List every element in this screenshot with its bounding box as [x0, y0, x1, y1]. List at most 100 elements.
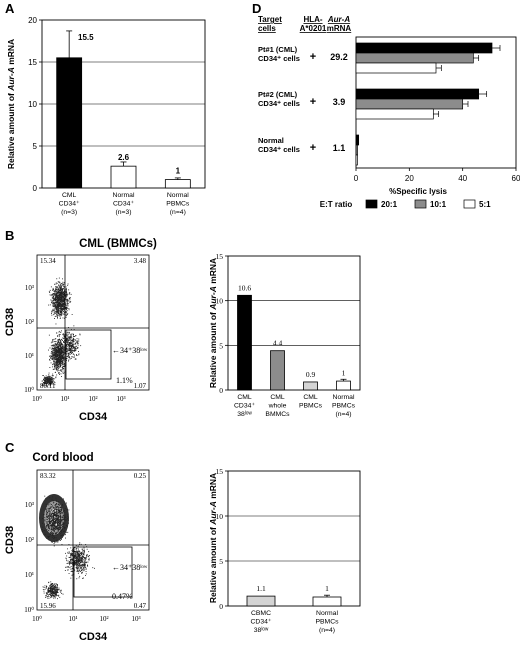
- flow-event-dot: [61, 507, 63, 509]
- flow-event-dot: [51, 516, 53, 518]
- flow-event-dot: [72, 347, 74, 349]
- flow-event-dot: [69, 562, 71, 564]
- flow-event-dot: [78, 340, 80, 342]
- flow-event-dot: [70, 337, 71, 339]
- flow-event-dot: [74, 562, 76, 564]
- flow-event-dot: [58, 333, 60, 335]
- flow-event-dot: [49, 503, 51, 505]
- flow-event-dot: [58, 312, 60, 313]
- flow-event-dot: [54, 361, 56, 363]
- flow-event-dot: [63, 288, 65, 289]
- flow-event-dot: [54, 353, 56, 355]
- flow-event-dot: [78, 568, 80, 570]
- flow-event-dot: [48, 597, 50, 599]
- flow-event-dot: [52, 358, 53, 360]
- legend-title: E:T ratio: [320, 200, 353, 209]
- flow-event-dot: [70, 568, 72, 570]
- flow-event-dot: [58, 346, 60, 348]
- flow-event-dot: [51, 531, 52, 533]
- flow-event-dot: [67, 300, 68, 302]
- flow-event-dot: [55, 515, 56, 517]
- flow-event-dot: [54, 589, 56, 590]
- flow-event-dot: [56, 302, 58, 304]
- flow-event-dot: [61, 301, 63, 303]
- flow-event-dot: [50, 591, 52, 593]
- flow-event-dot: [46, 538, 48, 539]
- flow-event-dot: [46, 385, 48, 387]
- flow-event-dot: [62, 304, 64, 306]
- flow-event-dot: [54, 349, 56, 351]
- flow-event-dot: [51, 314, 53, 316]
- flow-event-dot: [47, 377, 49, 378]
- flow-event-dot: [83, 569, 85, 571]
- panel-letter-b: B: [5, 228, 14, 243]
- bar: [164, 179, 191, 189]
- flow-event-dot: [61, 345, 63, 347]
- flow-event-dot: [53, 591, 55, 593]
- flow-event-dot: [53, 360, 55, 362]
- flow-event-dot: [60, 346, 61, 348]
- flow-event-dot: [67, 299, 68, 301]
- flow-event-dot: [43, 378, 44, 380]
- flow-event-dot: [59, 318, 61, 319]
- flow-event-dot: [61, 350, 63, 352]
- flow-event-dot: [56, 332, 58, 334]
- flow-event-dot: [71, 344, 73, 345]
- flow-event-dot: [65, 347, 66, 349]
- flow-event-dot: [55, 357, 57, 359]
- flow-event-dot: [45, 526, 47, 528]
- flow-event-dot: [66, 348, 68, 349]
- flow-event-dot: [70, 563, 72, 565]
- flow-event-dot: [62, 361, 64, 363]
- flow-event-dot: [66, 358, 68, 359]
- flow-event-dot: [63, 349, 65, 351]
- flow-event-dot: [63, 308, 65, 309]
- flow-event-dot: [49, 536, 51, 537]
- flow-event-dot: [52, 522, 54, 524]
- flow-event-dot: [52, 354, 54, 356]
- flow-event-dot: [62, 369, 64, 370]
- flow-event-dot: [85, 571, 87, 572]
- lysis-bar: [355, 42, 493, 54]
- row-mrna: 29.2: [330, 52, 348, 62]
- flow-event-dot: [68, 347, 70, 349]
- flow-event-dot: [60, 297, 61, 299]
- flow-event-dot: [83, 567, 84, 569]
- flow-event-dot: [89, 555, 90, 556]
- flow-event-dot: [66, 288, 67, 290]
- flow-event-dot: [59, 528, 61, 530]
- flow-event-dot: [59, 304, 61, 306]
- flow-event-dot: [56, 363, 57, 365]
- flow-event-dot: [48, 377, 50, 379]
- flow-event-dot: [59, 314, 60, 315]
- flow-event-dot: [60, 356, 61, 358]
- flow-event-dot: [73, 334, 74, 335]
- data-label: 15.5: [78, 33, 94, 42]
- flow-event-dot: [47, 527, 49, 529]
- flow-event-dot: [57, 506, 59, 508]
- flow-event-dot: [67, 340, 69, 342]
- flow-event-dot: [52, 373, 54, 375]
- flow-event-dot: [57, 347, 58, 348]
- flow-event-dot: [58, 291, 60, 293]
- flow-event-dot: [58, 345, 60, 347]
- flow-event-dot: [48, 582, 50, 584]
- flow-event-dot: [49, 381, 51, 383]
- flow-event-dot: [63, 359, 65, 361]
- flow-event-dot: [70, 333, 72, 335]
- flow-event-dot: [62, 284, 64, 286]
- flow-event-dot: [60, 303, 62, 305]
- flow-event-dot: [63, 346, 65, 348]
- flow-event-dot: [70, 329, 72, 330]
- flow-event-dot: [62, 300, 64, 302]
- flow-event-dot: [67, 348, 68, 350]
- flow-event-dot: [68, 343, 70, 345]
- flow-event-dot: [69, 342, 70, 344]
- flow-event-dot: [55, 377, 57, 379]
- flow-event-dot: [47, 384, 49, 386]
- flow-event-dot: [62, 344, 63, 346]
- flow-event-dot: [63, 311, 65, 313]
- flow-event-dot: [46, 511, 48, 512]
- flow-event-dot: [52, 589, 54, 590]
- flow-event-dot: [48, 504, 50, 506]
